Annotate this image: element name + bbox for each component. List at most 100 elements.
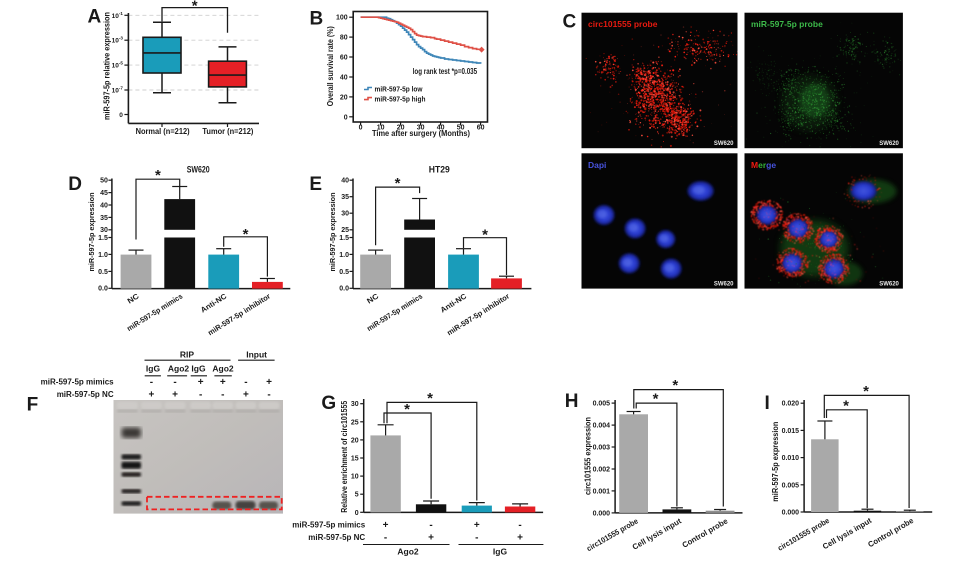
svg-text:-: - [267, 390, 270, 401]
svg-text:Ago2: Ago2 [397, 547, 419, 557]
svg-text:35: 35 [100, 215, 108, 222]
svg-text:SW620: SW620 [187, 165, 210, 175]
svg-text:0.5: 0.5 [98, 269, 108, 276]
svg-text:circ101555 probe: circ101555 probe [588, 19, 658, 29]
svg-text:*: * [395, 175, 401, 192]
svg-text:40: 40 [341, 178, 349, 185]
svg-text:60: 60 [477, 125, 485, 132]
svg-text:30: 30 [100, 227, 108, 234]
svg-text:miR-597-5p expression: miR-597-5p expression [87, 192, 96, 271]
svg-text:+: + [428, 533, 434, 544]
svg-text:1.5: 1.5 [98, 235, 108, 242]
svg-text:Input: Input [246, 350, 267, 360]
svg-text:-: - [244, 377, 247, 388]
svg-text:100: 100 [336, 15, 348, 22]
svg-text:45: 45 [100, 190, 108, 197]
svg-text:15: 15 [351, 456, 359, 463]
svg-text:H: H [565, 391, 579, 412]
svg-text:+: + [266, 377, 272, 388]
svg-text:30: 30 [341, 211, 349, 218]
svg-text:*: * [192, 0, 198, 15]
svg-text:60: 60 [340, 55, 348, 62]
svg-text:miR-597-5p NC: miR-597-5p NC [308, 533, 365, 542]
svg-text:+: + [148, 390, 154, 401]
svg-text:5: 5 [355, 492, 359, 499]
svg-text:50: 50 [100, 178, 108, 185]
svg-text:-: - [384, 533, 387, 544]
svg-text:IgG: IgG [191, 364, 206, 374]
svg-text:+: + [220, 377, 226, 388]
svg-text:-: - [475, 533, 478, 544]
svg-text:+: + [474, 520, 480, 531]
svg-text:Time after surgery (Months): Time after surgery (Months) [372, 128, 470, 138]
svg-text:log rank test *p=0.035: log rank test *p=0.035 [413, 67, 478, 76]
svg-text:miR-597-5p mimics: miR-597-5p mimics [41, 378, 114, 387]
svg-text:25: 25 [341, 227, 349, 234]
svg-text:miR-597-5p low: miR-597-5p low [375, 84, 423, 93]
svg-text:miR-597-5p relative expression: miR-597-5p relative expression [103, 12, 112, 120]
svg-text:*: * [155, 167, 161, 184]
svg-text:0.0: 0.0 [98, 286, 108, 293]
svg-text:0.5: 0.5 [339, 269, 349, 276]
svg-text:0: 0 [344, 114, 348, 121]
svg-text:miR-597-5p probe: miR-597-5p probe [751, 19, 823, 29]
svg-text:RIP: RIP [180, 350, 195, 360]
svg-text:1.0: 1.0 [339, 252, 349, 259]
svg-text:miR-597-5p NC: miR-597-5p NC [57, 390, 114, 399]
svg-text:SW620: SW620 [714, 141, 734, 147]
svg-text:1.5: 1.5 [339, 235, 349, 242]
svg-text:Ago2: Ago2 [168, 364, 190, 374]
svg-text:20: 20 [340, 94, 348, 101]
svg-text:0: 0 [355, 510, 359, 517]
svg-text:+: + [172, 390, 178, 401]
svg-text:*: * [427, 390, 433, 407]
svg-text:SW620: SW620 [714, 281, 734, 287]
svg-text:-: - [518, 520, 521, 531]
svg-text:0: 0 [359, 125, 363, 132]
svg-text:miR-597-5p expression: miR-597-5p expression [328, 192, 337, 271]
svg-text:IgG: IgG [493, 547, 508, 557]
svg-text:0.005: 0.005 [593, 401, 611, 408]
svg-text:Merge: Merge [751, 160, 776, 170]
svg-text:F: F [27, 395, 39, 416]
svg-text:G: G [321, 393, 336, 414]
svg-text:*: * [404, 401, 410, 418]
svg-text:-: - [173, 377, 176, 388]
svg-text:0.001: 0.001 [593, 488, 611, 495]
svg-text:+: + [243, 390, 249, 401]
svg-text:+: + [198, 377, 204, 388]
svg-text:0.000: 0.000 [593, 510, 611, 517]
svg-text:10: 10 [351, 474, 359, 481]
svg-text:Dapi: Dapi [588, 160, 606, 170]
svg-text:Relative enrichment of circ101: Relative enrichment of circ101555 [340, 400, 349, 512]
svg-text:-: - [199, 390, 202, 401]
svg-text:1.0: 1.0 [98, 252, 108, 259]
svg-text:E: E [309, 174, 322, 195]
svg-text:*: * [243, 226, 249, 243]
svg-text:HT29: HT29 [429, 165, 450, 175]
svg-text:*: * [482, 227, 488, 244]
svg-text:0.004: 0.004 [593, 423, 611, 430]
svg-text:0.002: 0.002 [593, 467, 611, 474]
svg-text:0: 0 [119, 112, 123, 119]
svg-text:+: + [517, 533, 523, 544]
svg-text:Ago2: Ago2 [212, 364, 234, 374]
svg-text:Normal (n=212): Normal (n=212) [136, 126, 190, 136]
svg-text:miR-597-5p mimics: miR-597-5p mimics [292, 521, 365, 530]
svg-text:80: 80 [340, 35, 348, 42]
svg-text:-: - [429, 520, 432, 531]
svg-text:Tumor (n=212): Tumor (n=212) [202, 126, 253, 136]
svg-text:25: 25 [351, 419, 359, 426]
svg-text:30: 30 [351, 401, 359, 408]
svg-text:circ101555 expression: circ101555 expression [583, 417, 592, 495]
svg-text:C: C [563, 11, 577, 32]
svg-text:0.003: 0.003 [593, 445, 611, 452]
svg-text:-: - [221, 390, 224, 401]
svg-text:+: + [383, 520, 389, 531]
svg-text:B: B [310, 9, 324, 30]
svg-text:miR-597-5p high: miR-597-5p high [375, 94, 426, 103]
svg-text:D: D [68, 174, 82, 195]
svg-text:-: - [150, 377, 153, 388]
svg-text:SW620: SW620 [879, 141, 899, 147]
svg-text:0.0: 0.0 [339, 286, 349, 293]
